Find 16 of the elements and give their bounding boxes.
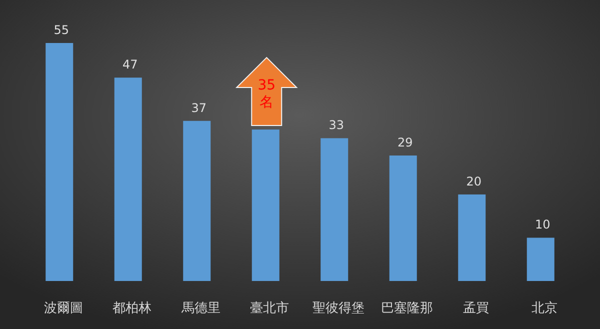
x-tick-label: 巴塞隆那 [381, 300, 434, 316]
x-tick-label: 北京 [532, 301, 558, 316]
x-tick-label: 都柏林 [112, 301, 152, 316]
data-label: 47 [122, 58, 138, 72]
x-tick-label: 波爾圖 [44, 301, 83, 316]
x-tick-label: 聖彼得堡 [312, 301, 364, 316]
data-label: 29 [397, 136, 413, 150]
data-label: 20 [466, 174, 482, 188]
x-tick-label: 馬德里 [180, 301, 220, 316]
x-tick-label: 孟買 [462, 301, 489, 316]
annotation: 35 名 [258, 78, 276, 111]
x-tick-label: 臺北市 [250, 301, 290, 316]
data-label: 37 [191, 100, 207, 115]
data-label: 10 [534, 218, 550, 232]
data-label: 33 [328, 118, 344, 132]
data-label: 55 [54, 23, 70, 37]
